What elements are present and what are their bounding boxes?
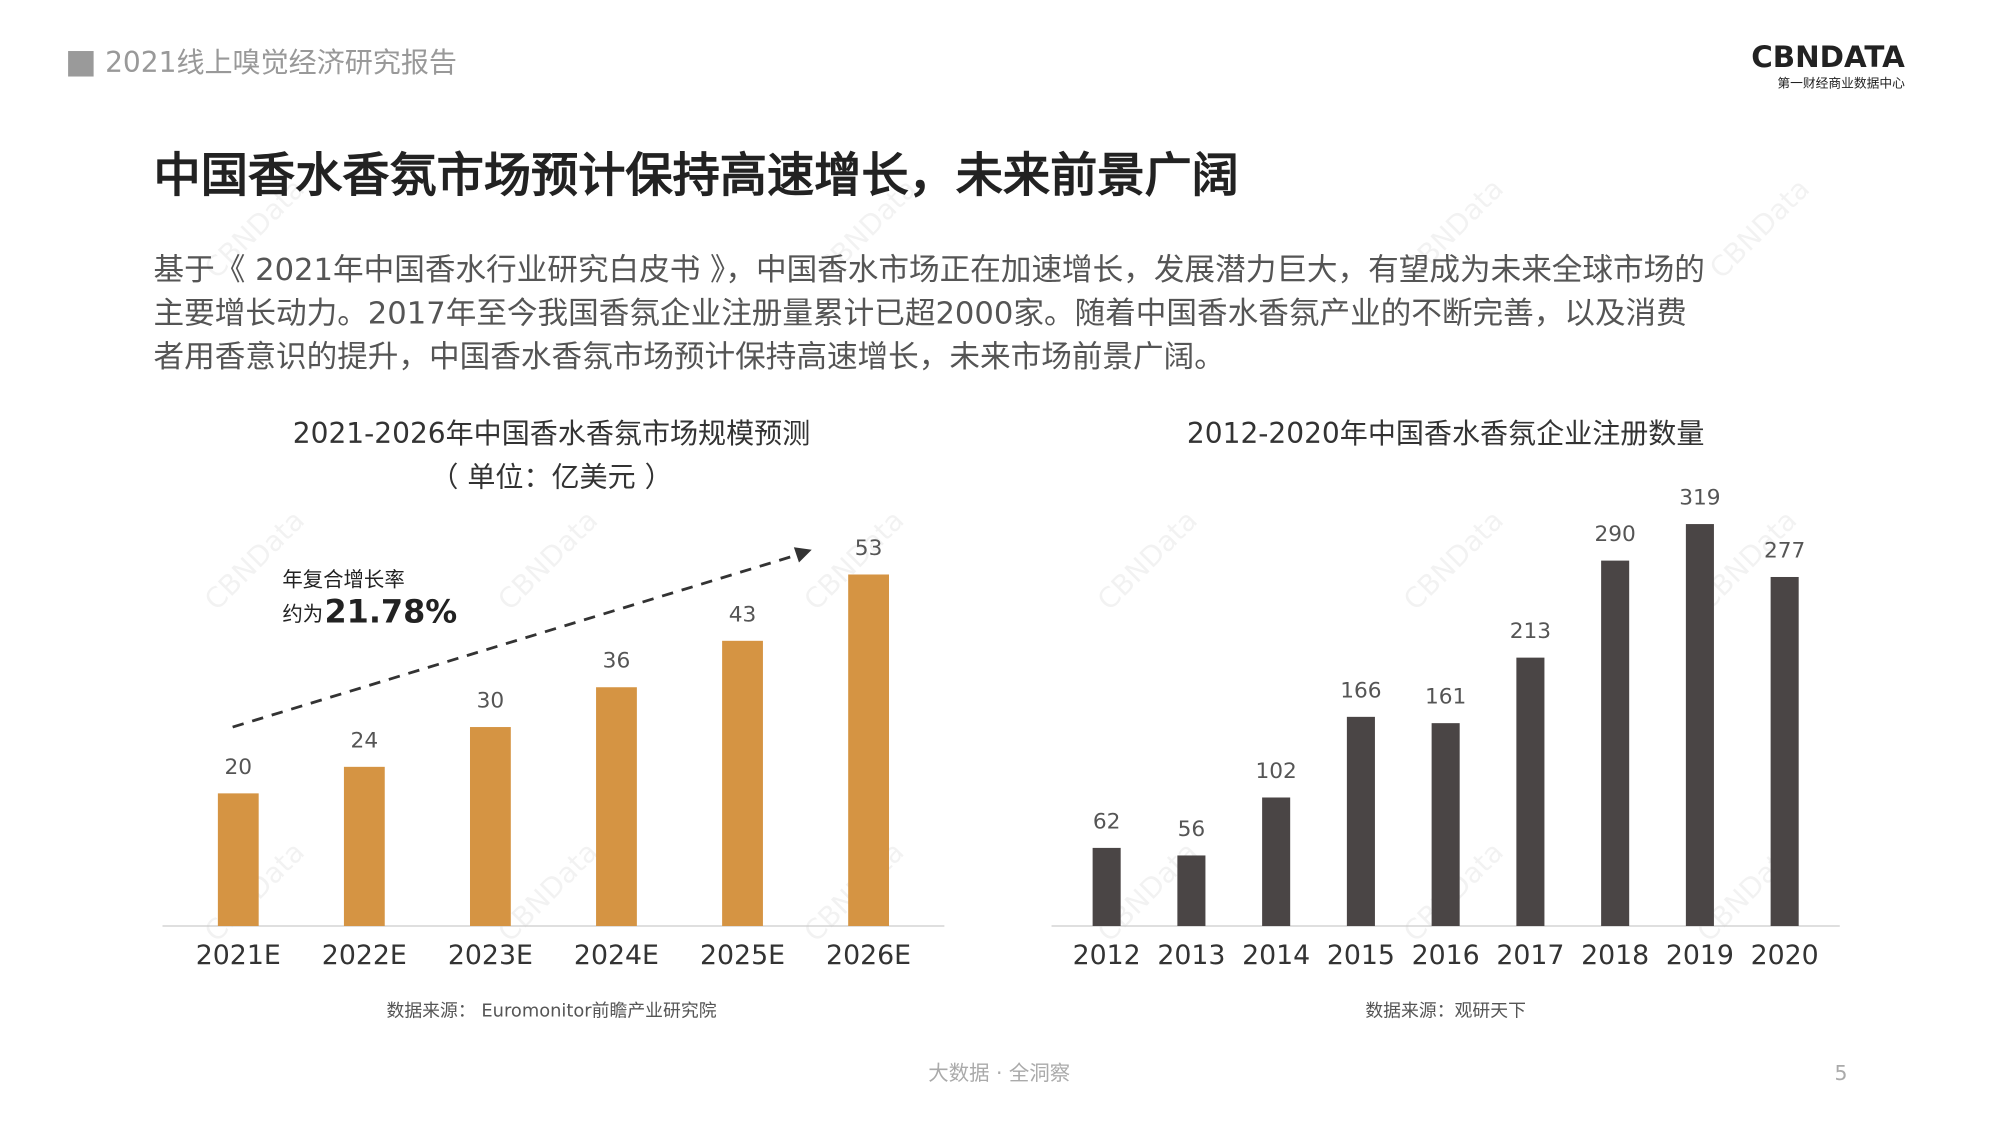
bar: [217, 793, 259, 927]
x-tick-label: 2020: [1751, 940, 1819, 971]
arrow-head: [793, 547, 812, 563]
bar: [1685, 524, 1714, 927]
footer-slogan: 大数据 · 全洞察: [928, 1061, 1070, 1085]
header-square: [68, 51, 94, 77]
annotation-label: 年复合增长率: [282, 567, 404, 591]
annotation-prefix: 约为: [282, 602, 323, 626]
bar: [1262, 797, 1291, 927]
value-label: 319: [1679, 486, 1720, 511]
watermark: CBNData: [198, 504, 311, 617]
bar: [722, 640, 763, 927]
value-label: 62: [1093, 809, 1121, 834]
bar: [848, 574, 889, 927]
bar: [1601, 560, 1630, 927]
x-tick-label: 2024E: [574, 940, 659, 971]
value-label: 102: [1255, 759, 1296, 784]
value-label: 24: [351, 728, 379, 753]
x-tick-label: 2019: [1666, 940, 1734, 971]
trend-arrow: [232, 552, 802, 729]
watermark: CBNData: [1397, 504, 1510, 617]
value-label: 161: [1425, 685, 1466, 710]
value-label: 166: [1340, 678, 1381, 703]
x-tick-label: 2013: [1157, 940, 1225, 971]
slide-title: 中国香水香氛市场预计保持高速增长，未来前景广阔: [154, 149, 1239, 204]
logo: CBNDATA: [1751, 40, 1905, 74]
x-tick-label: 2016: [1412, 940, 1480, 971]
x-tick-label: 2025E: [700, 940, 785, 971]
source-note: 数据来源：观研天下: [1365, 1000, 1526, 1021]
watermark: CBNData: [1703, 172, 1816, 285]
bar: [1092, 847, 1121, 927]
x-tick-label: 2026E: [826, 940, 911, 971]
value-label: 53: [855, 536, 883, 561]
x-tick-label: 2012: [1073, 940, 1141, 971]
x-tick-label: 2017: [1496, 940, 1564, 971]
value-label: 20: [224, 755, 252, 780]
value-label: 30: [477, 689, 505, 714]
bar: [469, 727, 511, 927]
bar: [1770, 576, 1799, 927]
body-line: 者用香意识的提升，中国香水香氛市场预计保持高速增长，未来市场前景广阔。: [154, 340, 1225, 375]
bar: [1346, 716, 1375, 927]
watermark: CBNData: [1091, 504, 1204, 617]
logo-subtitle: 第一财经商业数据中心: [1777, 77, 1905, 92]
body-line: 主要增长动力。2017年至今我国香氛企业注册量累计已超2000家。随着中国香水香…: [154, 297, 1687, 332]
value-label: 277: [1764, 538, 1805, 563]
annotation-value: 21.78%: [324, 593, 457, 631]
bar: [1177, 855, 1206, 927]
watermark: CBNData: [491, 504, 604, 617]
source-note: 数据来源： Euromonitor前瞻产业研究院: [386, 1000, 716, 1021]
x-tick-label: 2015: [1327, 940, 1395, 971]
value-label: 43: [729, 602, 757, 627]
bar: [343, 766, 385, 927]
body-line: 基于《 2021年中国香水行业研究白皮书 》，中国香水市场正在加速增长，发展潜力…: [154, 253, 1705, 288]
x-tick-label: 2014: [1242, 940, 1310, 971]
report-title: 2021线上嗅觉经济研究报告: [105, 46, 457, 79]
bar: [596, 687, 637, 927]
chart-title: 2021-2026年中国香水香氛市场规模预测: [293, 417, 810, 450]
x-tick-label: 2022E: [322, 940, 407, 971]
x-tick-label: 2018: [1581, 940, 1649, 971]
chart-title: 2012-2020年中国香水香氛企业注册数量: [1187, 417, 1704, 450]
x-tick-label: 2021E: [196, 940, 281, 971]
chart-subtitle: （ 单位：亿美元 ）: [430, 460, 672, 493]
bar: [1516, 657, 1545, 927]
value-label: 36: [603, 649, 631, 674]
page-number: 5: [1835, 1061, 1848, 1085]
value-label: 290: [1594, 522, 1635, 547]
bar: [1431, 723, 1460, 927]
value-label: 56: [1178, 817, 1206, 842]
value-label: 213: [1510, 619, 1551, 644]
x-tick-label: 2023E: [448, 940, 533, 971]
